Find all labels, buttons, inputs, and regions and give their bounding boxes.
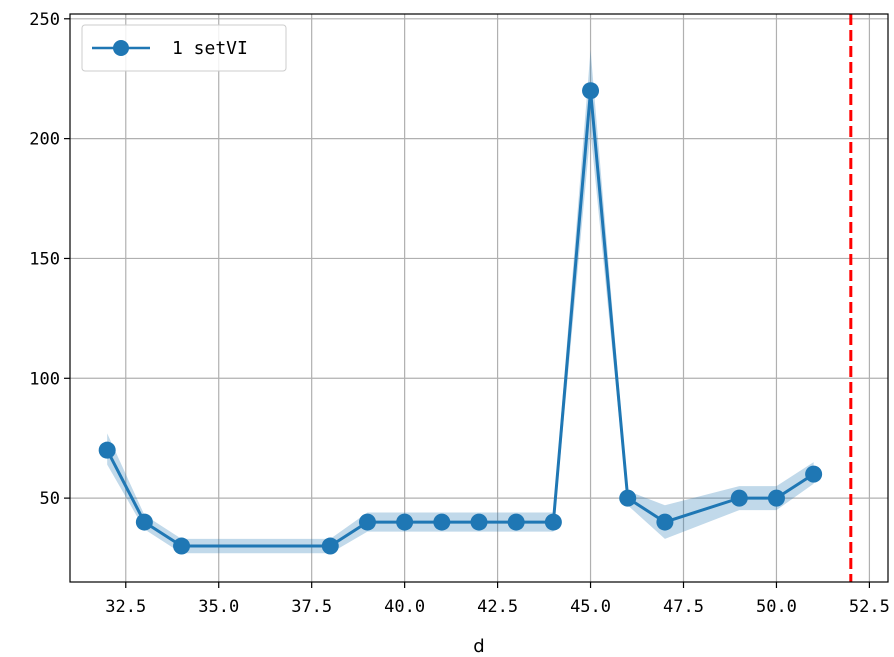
x-axis-label: d xyxy=(473,636,484,657)
legend-label: 1 setVI xyxy=(172,38,248,59)
data-point xyxy=(582,82,600,100)
series-line xyxy=(105,89,815,548)
x-tick-label: 47.5 xyxy=(663,597,704,617)
confidence-band xyxy=(107,49,814,554)
x-tick-label: 45.0 xyxy=(570,597,611,617)
axis-ticks: 32.5 35.0 37.5 40.0 42.5 45.0 47.5 50.0 52.5 50 10… xyxy=(29,10,890,617)
data-point xyxy=(433,513,451,531)
x-tick-label: 52.5 xyxy=(849,597,890,617)
data-point xyxy=(805,465,823,483)
confidence-bands xyxy=(107,49,814,554)
data-point xyxy=(656,513,674,531)
data-point xyxy=(730,489,748,507)
plot-frame xyxy=(69,13,889,583)
x-tick-label: 40.0 xyxy=(384,597,425,617)
x-tick-label: 32.5 xyxy=(105,597,146,617)
y-tick-label: 100 xyxy=(29,369,60,389)
data-point xyxy=(135,513,153,531)
legend-point-marker xyxy=(113,40,129,56)
data-point xyxy=(767,489,785,507)
y-tick-label: 250 xyxy=(29,10,60,30)
x-tick-label: 35.0 xyxy=(198,597,239,617)
grid-lines xyxy=(70,14,888,582)
y-tick-label: 200 xyxy=(29,130,60,150)
x-tick-label: 42.5 xyxy=(477,597,518,617)
data-point xyxy=(173,537,191,555)
data-point xyxy=(358,513,376,531)
legend: 1 setVI xyxy=(81,24,287,72)
legend-box xyxy=(81,24,287,72)
x-tick-label: 50.0 xyxy=(756,597,797,617)
data-point xyxy=(619,489,637,507)
data-point xyxy=(544,513,562,531)
data-point xyxy=(396,513,414,531)
y-tick-label: 50 xyxy=(40,489,60,509)
data-point xyxy=(507,513,525,531)
y-tick-label: 150 xyxy=(29,249,60,269)
data-point xyxy=(98,441,116,459)
data-point xyxy=(470,513,488,531)
series-lines xyxy=(105,89,815,548)
data-point xyxy=(321,537,339,555)
x-tick-label: 37.5 xyxy=(291,597,332,617)
data-points xyxy=(98,82,823,555)
